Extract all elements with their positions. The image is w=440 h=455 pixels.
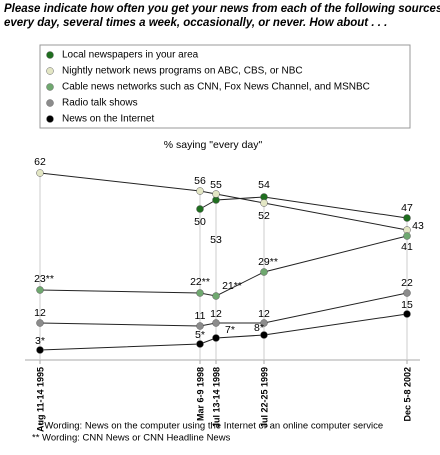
data-point [36, 169, 44, 177]
data-point [403, 232, 411, 240]
data-point [260, 331, 268, 339]
data-label: 29** [258, 256, 278, 268]
data-label: 52 [258, 210, 270, 222]
data-label: 47 [401, 202, 413, 214]
data-point [36, 286, 44, 294]
data-label: 50 [194, 216, 206, 228]
legend-marker [46, 67, 54, 75]
data-label: 7* [225, 324, 235, 336]
legend-label: Cable news networks such as CNN, Fox New… [62, 82, 370, 93]
data-point [212, 334, 220, 342]
chart-title: Please indicate how often you get your n… [4, 3, 440, 15]
data-point [260, 199, 268, 207]
data-point [403, 214, 411, 222]
data-label: 43 [412, 220, 424, 232]
data-label: 12 [258, 308, 270, 320]
data-point [196, 289, 204, 297]
series-line [39, 172, 408, 231]
series-line [39, 292, 408, 327]
data-label: 15 [401, 299, 413, 311]
data-point [36, 319, 44, 327]
x-tick-label: Jul 13-14 1998 [211, 367, 221, 428]
data-point [212, 292, 220, 300]
chart-subtitle: % saying "every day" [164, 139, 263, 151]
data-label: 21** [222, 280, 242, 292]
x-tick-label: Aug 11-14 1995 [35, 367, 45, 432]
legend-marker [46, 115, 54, 123]
data-label: 53 [210, 234, 222, 246]
data-label: 23** [34, 273, 54, 285]
data-label: 41 [401, 241, 413, 253]
x-tick-label: Dec 5-8 2002 [402, 367, 412, 422]
data-label: 12 [210, 308, 222, 320]
legend-marker [46, 99, 54, 107]
x-tick-label: Jul 22-25 1999 [259, 367, 269, 428]
data-point [196, 322, 204, 330]
series-line [39, 313, 408, 351]
legend-marker [46, 83, 54, 91]
data-point [212, 190, 220, 198]
data-point [196, 187, 204, 195]
data-point [403, 289, 411, 297]
legend-label: Nightly network news programs on ABC, CB… [62, 66, 303, 77]
series-line [199, 196, 408, 219]
legend-marker [46, 51, 54, 59]
data-point [196, 205, 204, 213]
data-point [36, 346, 44, 354]
data-label: 56 [194, 175, 206, 187]
footnote: ** Wording: CNN News or CNN Headline New… [32, 433, 231, 444]
legend-box [39, 44, 411, 129]
data-label: 55 [210, 179, 222, 191]
data-point [260, 268, 268, 276]
data-label: 11 [195, 310, 206, 322]
data-label: 22** [190, 276, 210, 288]
data-point [260, 319, 268, 327]
data-label: 54 [258, 179, 270, 191]
footnote: * Wording: News on the computer using th… [38, 421, 383, 432]
legend-label: Local newspapers in your area [62, 50, 199, 61]
legend-label: News on the Internet [62, 114, 154, 125]
data-label: 8* [254, 322, 264, 334]
data-label: 3* [35, 335, 45, 347]
data-point [196, 340, 204, 348]
data-label: 12 [34, 307, 46, 319]
legend-label: Radio talk shows [62, 98, 138, 109]
data-label: 62 [34, 156, 46, 168]
data-label: 5* [195, 329, 205, 341]
data-label: 22 [401, 277, 413, 289]
chart-title: every day, several times a week, occasio… [4, 17, 387, 29]
data-point [212, 319, 220, 327]
x-tick-label: Mar 6-9 1998 [195, 367, 205, 421]
data-point [403, 310, 411, 318]
